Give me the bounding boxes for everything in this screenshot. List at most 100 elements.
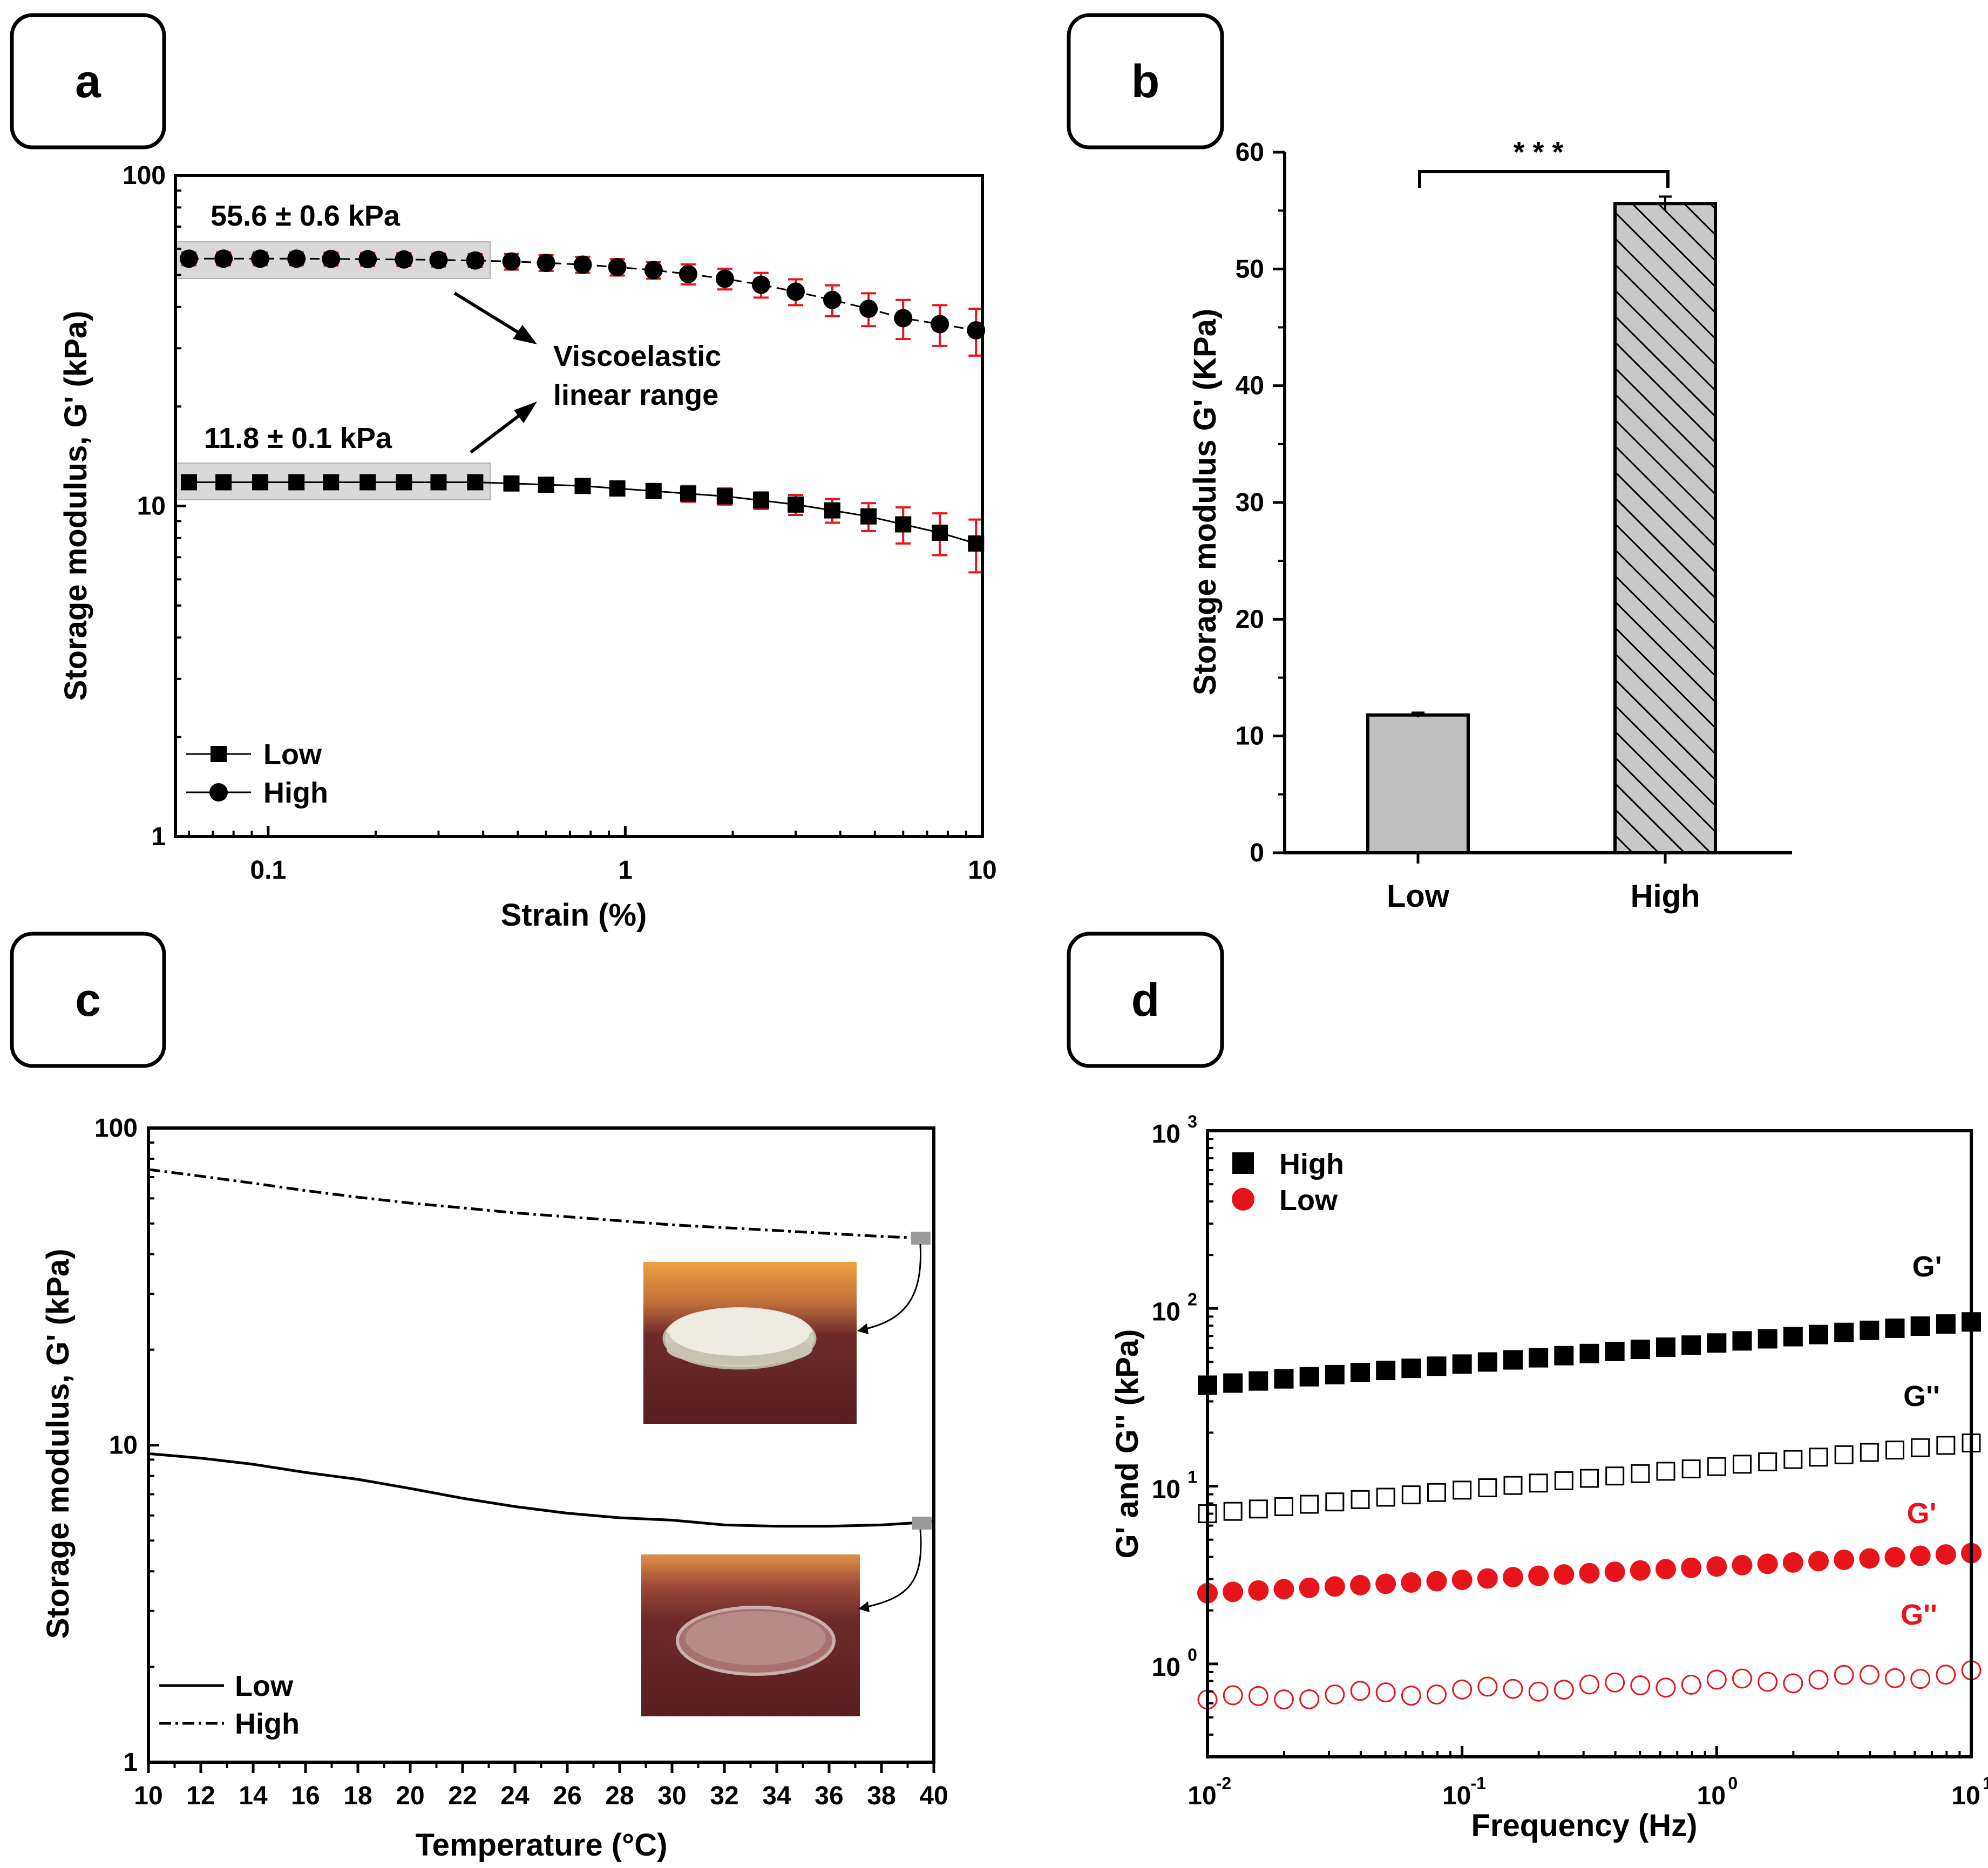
a-point-high xyxy=(931,315,949,334)
chart-d-frame xyxy=(1206,1129,1973,1758)
a-point-low xyxy=(181,474,198,491)
d-point-low-g- xyxy=(1528,1565,1549,1586)
d-point-low-g- xyxy=(1223,1685,1243,1706)
a-point-high xyxy=(322,249,341,268)
b-ytick-label: 10 xyxy=(1236,722,1264,751)
chart-a-xlabel: Strain (%) xyxy=(501,898,647,933)
c-xtick-label: 12 xyxy=(186,1782,215,1810)
d-point-high-g- xyxy=(1299,1367,1319,1387)
legend-c-high-label: High xyxy=(235,1708,300,1740)
d-point-high-g- xyxy=(1809,1324,1828,1344)
d-point-high-g- xyxy=(1605,1341,1625,1361)
d-point-high-g- xyxy=(1834,1322,1854,1342)
d-point-low-g- xyxy=(1808,1669,1829,1690)
d-point-low-g- xyxy=(1248,1580,1269,1601)
d-point-low-g- xyxy=(1910,1669,1931,1689)
photo-callout-high xyxy=(857,1232,931,1334)
d-point-low-g- xyxy=(1706,1669,1727,1690)
c-xtick-label: 40 xyxy=(919,1782,948,1810)
d-point-low-g- xyxy=(1299,1577,1320,1598)
b-category-label-low: Low xyxy=(1387,879,1450,914)
d-point-low-g- xyxy=(1579,1674,1599,1695)
a-point-low xyxy=(860,508,877,525)
d-point-high-g- xyxy=(1351,1363,1370,1383)
d-point-high-g- xyxy=(1834,1445,1854,1464)
d-point-high-g- xyxy=(1860,1443,1879,1462)
d-point-high-g- xyxy=(1910,1316,1930,1336)
d-point-low-g- xyxy=(1503,1567,1523,1588)
svg-text:b: b xyxy=(1131,56,1160,107)
d-point-high-g- xyxy=(1758,1329,1777,1349)
a-ytick-label: 100 xyxy=(123,161,166,190)
d-point-low-g- xyxy=(1248,1686,1268,1706)
c-xtick-label: 26 xyxy=(553,1782,581,1810)
chart-b: 0 10 20 30 40 50 60 Low High Storage modulus G' … xyxy=(1188,136,1792,914)
d-ytick-exp: 3 xyxy=(1188,1112,1197,1131)
chart-a-annotation-vlr-2: linear range xyxy=(553,379,718,411)
a-point-high xyxy=(502,252,521,271)
a-point-high xyxy=(251,249,270,268)
d-point-low-g- xyxy=(1503,1679,1523,1699)
d-point-low-g- xyxy=(1350,1574,1370,1595)
c-ytick-label: 100 xyxy=(94,1114,138,1143)
d-ytick-exp: 0 xyxy=(1188,1645,1197,1665)
svg-text:c: c xyxy=(75,974,101,1026)
d-point-low-g- xyxy=(1834,1549,1855,1570)
svg-text:d: d xyxy=(1131,974,1160,1026)
d-point-high-g- xyxy=(1401,1358,1421,1378)
chart-b-significance-bracket xyxy=(1418,170,1670,188)
d-point-high-g- xyxy=(1936,1436,1956,1455)
d-point-low-g- xyxy=(1885,1668,1905,1688)
a-point-low xyxy=(932,525,948,541)
d-point-high-g- xyxy=(1707,1457,1726,1476)
a-point-low xyxy=(467,474,484,491)
legend-d-low-marker xyxy=(1232,1188,1254,1211)
b-ytick-label: 0 xyxy=(1250,839,1264,867)
d-point-high-g- xyxy=(1885,1318,1905,1338)
a-point-high xyxy=(894,309,913,328)
d-point-high-g- xyxy=(1809,1448,1828,1467)
d-point-low-g- xyxy=(1223,1581,1244,1602)
d-point-low-g- xyxy=(1732,1668,1752,1689)
d-point-high-g- xyxy=(1452,1354,1472,1374)
d-xtick-label: 10 xyxy=(1951,1782,1980,1810)
panel-label-d: d xyxy=(1067,932,1224,1068)
d-point-high-g- xyxy=(1503,1350,1523,1370)
d-point-high-g- xyxy=(1249,1499,1268,1519)
legend-high-marker xyxy=(209,783,228,801)
d-point-low-g- xyxy=(1553,1564,1575,1585)
b-ytick-label: 50 xyxy=(1236,255,1264,283)
chart-c-legend: Low High xyxy=(159,1670,300,1740)
chart-c-xlabel: Temperature (°C) xyxy=(416,1828,668,1863)
chart-c-ylabel: Storage modulus, G' (kPa) xyxy=(40,1249,76,1639)
c-xtick-label: 34 xyxy=(762,1782,791,1810)
d-point-high-g- xyxy=(1579,1343,1599,1363)
a-xtick-label: 0.1 xyxy=(250,856,286,885)
d-ytick-label: 10 xyxy=(1152,1476,1180,1504)
a-point-high xyxy=(395,250,413,269)
d-point-high-g- xyxy=(1936,1314,1956,1334)
photo-inset-low xyxy=(641,1554,860,1716)
b-ytick-label: 60 xyxy=(1236,138,1264,167)
a-point-high xyxy=(751,275,770,294)
d-point-high-g- xyxy=(1453,1480,1472,1500)
a-ytick-label: 1 xyxy=(151,823,166,851)
d-point-high-g- xyxy=(1376,1361,1396,1381)
c-xtick-label: 30 xyxy=(657,1782,686,1810)
d-point-low-g- xyxy=(1579,1563,1600,1584)
a-point-low xyxy=(430,474,447,491)
d-point-high-g- xyxy=(1911,1438,1930,1457)
d-point-high-g- xyxy=(1325,1492,1345,1512)
a-point-high xyxy=(429,250,448,269)
svg-text:a: a xyxy=(75,56,101,107)
d-point-high-g- xyxy=(1223,1373,1243,1393)
d-point-low-g- xyxy=(1910,1545,1931,1566)
series-label-high-gprime: G' xyxy=(1912,1251,1942,1283)
d-point-high-g- xyxy=(1580,1469,1599,1488)
d-point-low-g- xyxy=(1732,1554,1753,1575)
d-point-low-g- xyxy=(1528,1681,1549,1702)
c-xtick-label: 32 xyxy=(710,1782,738,1810)
a-point-high xyxy=(644,261,663,280)
d-point-low-g- xyxy=(1808,1551,1829,1572)
b-ytick-label: 30 xyxy=(1236,488,1264,517)
